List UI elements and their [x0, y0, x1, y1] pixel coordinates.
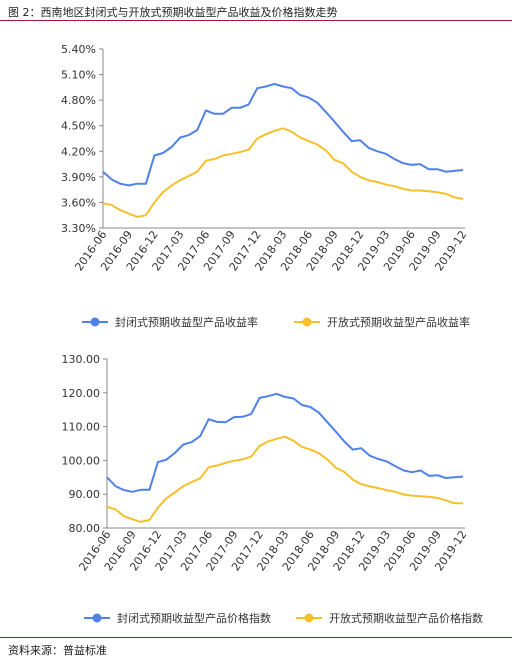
series-line-open [102, 127, 464, 218]
bottom-rule [0, 637, 512, 638]
y-tick-label: 4.20% [61, 145, 96, 158]
legend-marker [90, 317, 100, 327]
y-tick-label: 5.10% [61, 69, 96, 82]
series-line-closed [106, 392, 464, 493]
legend-marker [304, 613, 314, 623]
legend-label: 开放式预期收益型产品收益率 [327, 315, 470, 329]
y-tick-label: 110.00 [62, 421, 101, 434]
legend-label: 封闭式预期收益型产品收益率 [115, 315, 258, 329]
figure-title: 图 2：西南地区封闭式与开放式预期收益型产品收益及价格指数走势 [8, 6, 338, 19]
y-tick-label: 3.60% [61, 196, 96, 209]
legend-label: 封闭式预期收益型产品价格指数 [117, 611, 271, 625]
y-tick-label: 4.50% [61, 120, 96, 133]
y-tick-label: 80.00 [69, 522, 101, 535]
y-tick-label: 120.00 [62, 387, 101, 400]
y-tick-label: 3.30% [61, 222, 96, 235]
legend-label: 开放式预期收益型产品价格指数 [329, 611, 483, 625]
legend-marker [92, 613, 102, 623]
y-tick-label: 130.00 [62, 353, 101, 366]
legend-marker [302, 317, 312, 327]
top-rule [0, 20, 512, 21]
series-line-closed [102, 82, 464, 187]
y-tick-label: 5.40% [61, 43, 96, 56]
y-tick-label: 90.00 [69, 488, 101, 501]
y-tick-label: 3.90% [61, 171, 96, 184]
chart-price-index: 130.00120.00110.00100.0090.0080.002016-0… [62, 353, 484, 625]
series-line-open [106, 435, 463, 523]
chart-yield: 5.40% 5.10% 4.80% 4.50% 4.20% 3.90% 3.60% 3.30%… [61, 43, 470, 329]
y-tick-label: 4.80% [61, 94, 96, 107]
y-tick-label: 100.00 [62, 454, 101, 467]
source-note: 资料来源：普益标准 [8, 644, 107, 657]
